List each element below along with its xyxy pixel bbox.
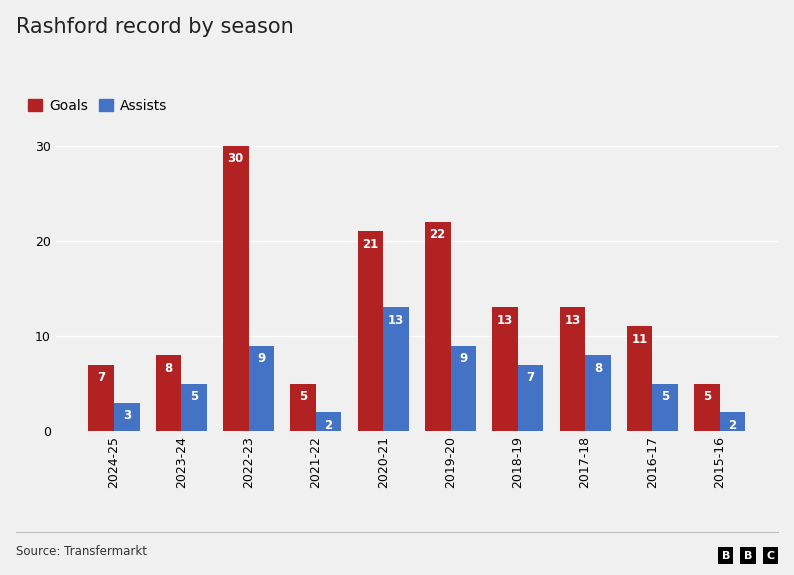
Bar	[223, 145, 249, 431]
Text: 8: 8	[164, 362, 172, 375]
Text: 8: 8	[594, 362, 602, 375]
Bar	[384, 308, 409, 431]
Text: C: C	[766, 551, 774, 561]
Bar	[114, 402, 140, 431]
Text: 13: 13	[387, 314, 404, 327]
Text: 5: 5	[703, 390, 711, 403]
Text: 21: 21	[362, 238, 379, 251]
Text: 5: 5	[190, 390, 198, 403]
Text: 13: 13	[497, 314, 513, 327]
Text: Rashford record by season: Rashford record by season	[16, 17, 294, 37]
Text: 5: 5	[661, 390, 669, 403]
Legend: Goals, Assists: Goals, Assists	[23, 93, 173, 118]
Bar	[585, 355, 611, 431]
Text: Source: Transfermarkt: Source: Transfermarkt	[16, 545, 147, 558]
Bar	[425, 222, 450, 431]
Text: 2: 2	[728, 419, 737, 432]
Text: 7: 7	[97, 371, 106, 384]
Bar	[560, 308, 585, 431]
Text: 9: 9	[257, 352, 265, 365]
Bar	[156, 355, 181, 431]
Bar	[316, 412, 341, 431]
Bar	[88, 365, 114, 431]
Text: 9: 9	[459, 352, 468, 365]
Text: 11: 11	[631, 333, 648, 346]
Text: 13: 13	[565, 314, 580, 327]
Text: 7: 7	[526, 371, 534, 384]
Text: B: B	[722, 551, 730, 561]
Text: B: B	[744, 551, 752, 561]
Bar	[694, 384, 719, 431]
Bar	[626, 327, 653, 431]
Bar	[357, 231, 384, 431]
Bar	[181, 384, 207, 431]
Text: 2: 2	[325, 419, 333, 432]
Bar	[450, 346, 476, 431]
Text: 30: 30	[228, 152, 244, 165]
Text: 5: 5	[299, 390, 307, 403]
Bar	[249, 346, 274, 431]
Bar	[492, 308, 518, 431]
Text: 22: 22	[430, 228, 446, 242]
Bar	[719, 412, 746, 431]
Bar	[291, 384, 316, 431]
Bar	[653, 384, 678, 431]
Bar	[518, 365, 543, 431]
Text: 3: 3	[123, 409, 131, 423]
